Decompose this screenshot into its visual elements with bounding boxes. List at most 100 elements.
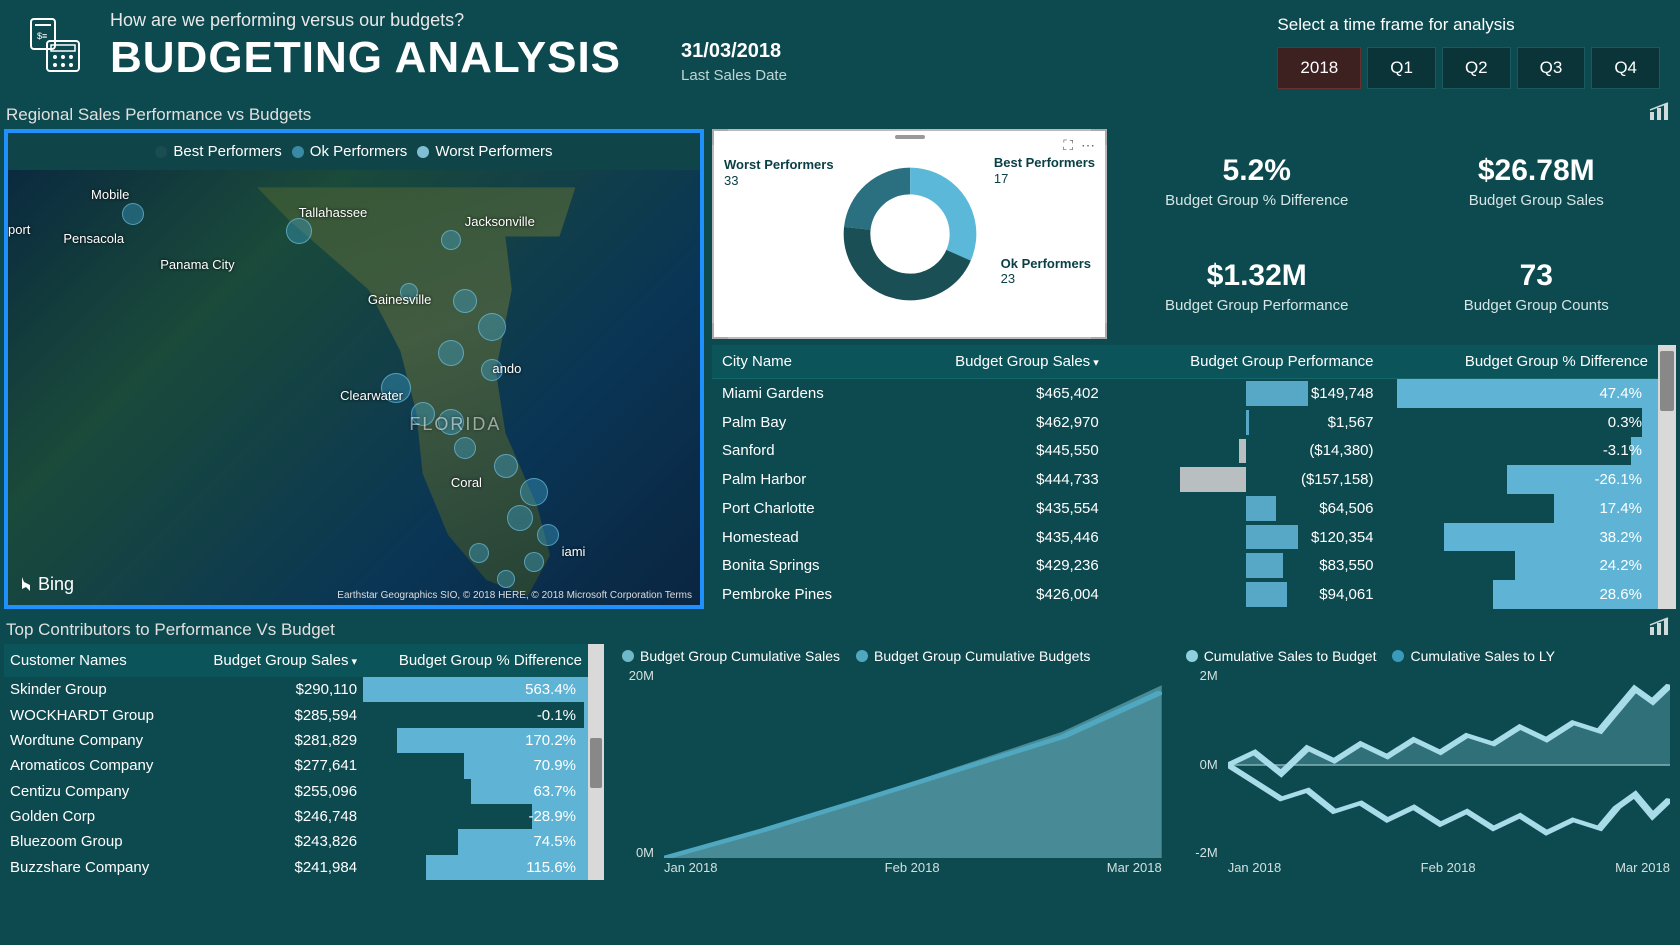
map-legend: Best Performers Ok Performers Worst Perfor…: [8, 133, 700, 170]
column-header[interactable]: City Name: [712, 345, 888, 379]
map-bubble[interactable]: [478, 313, 506, 341]
bing-attribution: Bing: [18, 574, 74, 595]
timeframe-selector: Select a time frame for analysis 2018Q1Q…: [1277, 15, 1660, 89]
kpi-card: $26.78M Budget Group Sales: [1397, 129, 1677, 234]
timeframe-buttons: 2018Q1Q2Q3Q4: [1277, 47, 1660, 89]
legend-item[interactable]: Worst Performers: [417, 143, 552, 160]
map-city-label: Coral: [451, 475, 482, 490]
map-panel[interactable]: Best Performers Ok Performers Worst Perfor…: [4, 129, 704, 609]
cumulative-comparison-chart[interactable]: Cumulative Sales to Budget Cumulative Sal…: [1178, 644, 1676, 880]
map-bubble[interactable]: [122, 203, 144, 225]
legend-item[interactable]: Cumulative Sales to LY: [1392, 648, 1554, 664]
legend-item[interactable]: Budget Group Cumulative Sales: [622, 648, 840, 664]
legend-item[interactable]: Best Performers: [155, 143, 281, 160]
header: $≡ How are we performing versus our budg…: [0, 0, 1680, 100]
column-header[interactable]: Budget Group % Difference: [1384, 345, 1658, 379]
table-row[interactable]: Bonita Springs$429,236$83,55024.2%: [712, 551, 1658, 580]
column-header[interactable]: Budget Group Sales: [888, 345, 1109, 379]
map-bubble[interactable]: [286, 218, 312, 244]
table-row[interactable]: Wordtune Company$281,829170.2%: [4, 728, 588, 753]
map-city-label: ando: [492, 361, 521, 376]
map-bubble[interactable]: [524, 552, 544, 572]
map-city-label: Clearwater: [340, 388, 403, 403]
title-block: How are we performing versus our budgets…: [110, 10, 621, 83]
table-row[interactable]: Skinder Group$290,110563.4%: [4, 677, 588, 702]
table-row[interactable]: Aromaticos Company$277,64170.9%: [4, 753, 588, 778]
scrollbar[interactable]: [1658, 345, 1676, 609]
table-row[interactable]: Sanford$445,550($14,380)-3.1%: [712, 437, 1658, 466]
focus-icon[interactable]: ⛶: [1063, 137, 1073, 154]
column-header[interactable]: Budget Group % Difference: [363, 644, 588, 677]
kpi-label: Budget Group Sales: [1469, 192, 1604, 209]
svg-text:$≡: $≡: [37, 31, 47, 41]
map-bubble[interactable]: [497, 570, 515, 588]
map-city-label: Panama City: [160, 257, 234, 272]
timeframe-q2[interactable]: Q2: [1442, 47, 1511, 89]
map-area[interactable]: MobilePensacolaportPanama CityTallahasse…: [8, 170, 700, 605]
date-label: Last Sales Date: [681, 67, 787, 84]
table-row[interactable]: Homestead$435,446$120,35438.2%: [712, 523, 1658, 552]
table-row[interactable]: Golden Corp$246,748-28.9%: [4, 804, 588, 829]
map-bubble[interactable]: [494, 454, 518, 478]
map-bubble[interactable]: [438, 340, 464, 366]
kpi-label: Budget Group % Difference: [1165, 192, 1348, 209]
section-title-text: Top Contributors to Performance Vs Budge…: [6, 620, 335, 640]
table-row[interactable]: Centizu Company$255,09663.7%: [4, 779, 588, 804]
kpi-card: 5.2% Budget Group % Difference: [1117, 129, 1397, 234]
table-row[interactable]: Miami Gardens$465,402$149,74847.4%: [712, 379, 1658, 408]
timeframe-q3[interactable]: Q3: [1517, 47, 1586, 89]
scrollbar[interactable]: [588, 644, 604, 880]
section-title-regional: Regional Sales Performance vs Budgets: [0, 100, 1680, 129]
column-header[interactable]: Budget Group Performance: [1109, 345, 1384, 379]
kpi-value: $26.78M: [1478, 154, 1595, 188]
map-bubble[interactable]: [507, 505, 533, 531]
kpi-value: 5.2%: [1223, 154, 1291, 188]
date-value: 31/03/2018: [681, 40, 787, 63]
kpi-value: 73: [1520, 259, 1553, 293]
table-row[interactable]: Buzzshare Company$241,984115.6%: [4, 855, 588, 880]
donut-label: Ok Performers23: [1001, 256, 1091, 287]
table-row[interactable]: Palm Harbor$444,733($157,158)-26.1%: [712, 465, 1658, 494]
legend-item[interactable]: Budget Group Cumulative Budgets: [856, 648, 1090, 664]
map-bubble[interactable]: [469, 543, 489, 563]
contributors-table: Customer NamesBudget Group SalesBudget G…: [4, 644, 604, 880]
chart-icon[interactable]: [1648, 102, 1674, 127]
kpi-card: 73 Budget Group Counts: [1397, 234, 1677, 339]
map-bubble[interactable]: [520, 478, 548, 506]
map-city-label: iami: [562, 544, 586, 559]
kpi-label: Budget Group Counts: [1464, 297, 1609, 314]
table-row[interactable]: Port Charlotte$435,554$64,50617.4%: [712, 494, 1658, 523]
map-city-label: FLORIDA: [409, 414, 501, 435]
section-title-contributors: Top Contributors to Performance Vs Budge…: [0, 615, 1680, 644]
table-row[interactable]: Bluezoom Group$243,82674.5%: [4, 829, 588, 854]
kpi-grid: 5.2% Budget Group % Difference $26.78M Budg…: [1117, 129, 1676, 339]
chart-icon[interactable]: [1648, 617, 1674, 642]
page-subtitle: How are we performing versus our budgets…: [110, 10, 621, 31]
map-bubble[interactable]: [441, 230, 461, 250]
map-bubble[interactable]: [537, 524, 559, 546]
timeframe-label: Select a time frame for analysis: [1277, 15, 1660, 35]
timeframe-q1[interactable]: Q1: [1367, 47, 1436, 89]
map-city-label: Jacksonville: [465, 214, 535, 229]
map-city-label: Tallahassee: [299, 205, 368, 220]
donut-label: Worst Performers33: [724, 157, 834, 188]
column-header[interactable]: Customer Names: [4, 644, 184, 677]
map-bubble[interactable]: [453, 289, 477, 313]
table-row[interactable]: Palm Bay$462,970$1,5670.3%: [712, 408, 1658, 437]
timeframe-2018[interactable]: 2018: [1277, 47, 1361, 89]
donut-label: Best Performers17: [994, 155, 1095, 186]
kpi-value: $1.32M: [1207, 259, 1307, 293]
map-city-label: Pensacola: [63, 231, 124, 246]
legend-item[interactable]: Cumulative Sales to Budget: [1186, 648, 1377, 664]
cumulative-sales-chart[interactable]: Budget Group Cumulative Sales Budget Grou…: [614, 644, 1168, 880]
timeframe-q4[interactable]: Q4: [1591, 47, 1660, 89]
table-row[interactable]: WOCKHARDT Group$285,594-0.1%: [4, 702, 588, 727]
legend-item[interactable]: Ok Performers: [292, 143, 408, 160]
map-city-label: Gainesville: [368, 292, 432, 307]
section-title-text: Regional Sales Performance vs Budgets: [6, 105, 311, 125]
map-bubble[interactable]: [454, 437, 476, 459]
kpi-label: Budget Group Performance: [1165, 297, 1348, 314]
donut-card[interactable]: ⛶ ⋯ Best Performers17Ok Performers23Wors…: [712, 129, 1107, 339]
column-header[interactable]: Budget Group Sales: [184, 644, 363, 677]
table-row[interactable]: Pembroke Pines$426,004$94,06128.6%: [712, 580, 1658, 609]
